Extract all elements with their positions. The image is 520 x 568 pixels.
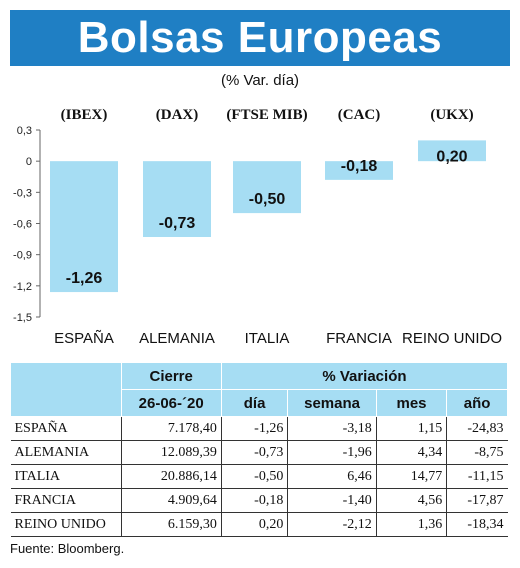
bar-value-label: -0,18 [341, 158, 378, 175]
row-dia: -0,18 [220, 488, 288, 513]
category-label: FRANCIA [326, 330, 392, 347]
bar [418, 140, 486, 162]
category-label: REINO UNIDO [402, 330, 502, 347]
row-country: FRANCIA [10, 488, 121, 513]
anio-header: año [446, 389, 508, 417]
row-anio: -17,87 [446, 488, 508, 513]
row-anio: -24,83 [446, 416, 508, 441]
bar-value-label: -0,50 [249, 191, 286, 208]
index-label: (IBEX) [61, 107, 108, 123]
mes-header: mes [375, 389, 448, 417]
table-row: FRANCIA 4.909,64 -0,18 -1,40 4,56 -17,87 [10, 488, 508, 513]
row-anio: -11,15 [446, 464, 508, 489]
row-semana: -1,40 [287, 488, 377, 513]
row-dia: -1,26 [220, 416, 288, 441]
row-cierre: 7.178,40 [120, 416, 222, 441]
y-tick-label: 0 [26, 156, 32, 168]
row-country: ESPAÑA [10, 416, 121, 441]
row-mes: 4,34 [375, 440, 447, 465]
bar [233, 161, 301, 214]
index-label: (CAC) [338, 107, 381, 123]
row-cierre: 6.159,30 [120, 512, 222, 537]
date-header: 26-06-´20 [120, 389, 222, 417]
row-cierre: 12.089,39 [120, 440, 222, 465]
y-tick-label: -1,5 [13, 312, 32, 324]
table-row: REINO UNIDO 6.159,30 0,20 -2,12 1,36 -18,34 [10, 512, 508, 537]
category-label: ITALIA [245, 330, 290, 347]
row-mes: 1,36 [375, 512, 447, 537]
row-semana: 6,46 [287, 464, 377, 489]
y-tick-label: -0,9 [13, 250, 32, 262]
bar-value-label: -0,73 [159, 215, 196, 232]
dia-header: día [220, 389, 289, 417]
bar [50, 161, 118, 293]
variacion-header: % Variación [220, 362, 509, 390]
y-tick-label: 0,3 [17, 125, 32, 137]
bar-chart: 0,3 0 -0,3 -0,6 -0,9 -1,2 -1,5 -1,26 (IBEX) ESPAÑ… [13, 107, 502, 347]
index-label: (FTSE MIB) [226, 107, 307, 123]
bar-value-label: 0,20 [436, 148, 467, 165]
index-label: (DAX) [156, 107, 199, 123]
table-row: ESPAÑA 7.178,40 -1,26 -3,18 1,15 -24,83 [10, 416, 508, 441]
row-country: REINO UNIDO [10, 512, 121, 537]
index-label: (UKX) [430, 107, 473, 123]
y-tick-label: -1,2 [13, 281, 32, 293]
row-anio: -18,34 [446, 512, 508, 537]
semana-header: semana [287, 389, 377, 417]
y-tick-label: -0,3 [13, 187, 32, 199]
source-note: Fuente: Bloomberg. [10, 541, 125, 556]
row-mes: 4,56 [375, 488, 447, 513]
y-tick-label: -0,6 [13, 219, 32, 231]
row-semana: -1,96 [287, 440, 377, 465]
bar-value-label: -1,26 [66, 270, 103, 287]
row-mes: 14,77 [375, 464, 447, 489]
table-row: ALEMANIA 12.089,39 -0,73 -1,96 4,34 -8,75 [10, 440, 508, 465]
bar [143, 161, 211, 238]
table-row: ITALIA 20.886,14 -0,50 6,46 14,77 -11,15 [10, 464, 508, 489]
table-empty-header [10, 362, 122, 417]
row-mes: 1,15 [375, 416, 447, 441]
row-cierre: 4.909,64 [120, 488, 222, 513]
row-dia: -0,50 [220, 464, 288, 489]
row-semana: -3,18 [287, 416, 377, 441]
row-dia: 0,20 [220, 512, 288, 537]
chart-subtitle: (% Var. día) [220, 72, 300, 89]
row-country: ITALIA [10, 464, 121, 489]
bar [325, 161, 393, 180]
category-label: ALEMANIA [139, 330, 215, 347]
row-anio: -8,75 [446, 440, 508, 465]
row-dia: -0,73 [220, 440, 288, 465]
chart-title: Bolsas Europeas [10, 10, 510, 66]
cierre-header: Cierre [120, 362, 222, 390]
category-label: ESPAÑA [54, 330, 114, 347]
row-semana: -2,12 [287, 512, 377, 537]
data-table: Cierre % Variación 26-06-´20 día semana … [10, 362, 509, 537]
row-country: ALEMANIA [10, 440, 121, 465]
row-cierre: 20.886,14 [120, 464, 222, 489]
